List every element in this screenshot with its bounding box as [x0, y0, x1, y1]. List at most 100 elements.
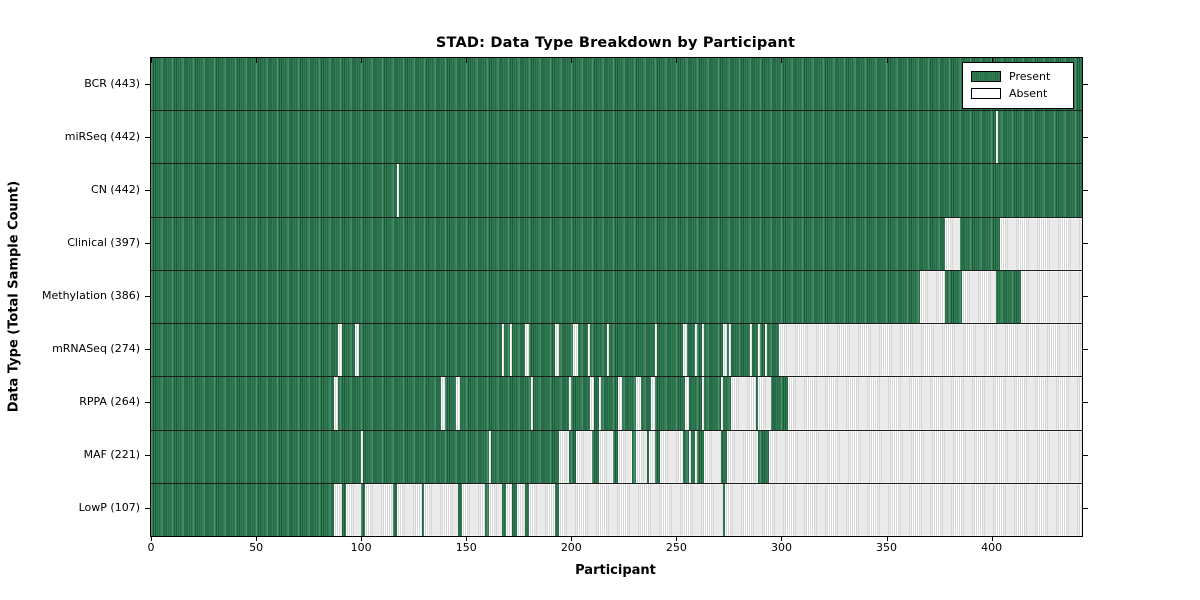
x-tick-label: 150	[455, 541, 477, 554]
absent-block	[701, 324, 704, 377]
x-tick-mark	[571, 536, 573, 541]
absent-block	[787, 377, 1082, 430]
absent-block	[758, 377, 771, 430]
absent-block	[920, 270, 946, 324]
y-tick-mark	[1083, 242, 1088, 244]
x-tick-mark	[676, 536, 678, 541]
absent-block	[525, 324, 530, 377]
x-tick-mark	[991, 58, 993, 63]
absent-block	[724, 483, 1082, 536]
absent-block	[1021, 270, 1082, 324]
absent-block	[617, 377, 622, 430]
x-tick-mark	[886, 536, 888, 541]
absent-block	[962, 270, 996, 324]
x-tick-mark	[256, 536, 258, 541]
y-tick-mark	[1083, 508, 1088, 510]
legend-label-present: Present	[1009, 70, 1051, 83]
x-tick-mark	[466, 536, 468, 541]
x-tick-label: 400	[981, 541, 1003, 554]
row-BCR	[151, 58, 1082, 111]
x-tick-mark	[151, 58, 152, 63]
legend-entry-absent: Absent	[971, 85, 1065, 102]
x-tick-mark	[781, 58, 783, 63]
absent-block	[701, 377, 704, 430]
absent-block	[558, 430, 570, 483]
absent-block	[728, 324, 732, 377]
absent-block	[396, 483, 423, 536]
absent-block	[441, 377, 446, 430]
x-tick-mark	[991, 536, 993, 541]
absent-block	[346, 483, 362, 536]
absent-block	[768, 430, 1082, 483]
present-swatch-icon	[971, 71, 1001, 82]
absent-block	[1000, 217, 1082, 270]
absent-block	[333, 377, 339, 430]
y-tick-mark	[145, 83, 150, 85]
x-tick-mark	[466, 58, 468, 63]
absent-block	[764, 324, 767, 377]
absent-block	[682, 324, 687, 377]
row-miRSeq	[151, 110, 1082, 164]
absent-block	[354, 324, 360, 377]
row-LowP	[151, 482, 1082, 536]
y-tick-mark	[145, 455, 150, 457]
x-tick-mark	[256, 58, 258, 63]
absent-block	[649, 430, 656, 483]
x-tick-mark	[361, 536, 363, 541]
absent-block	[489, 430, 492, 483]
row-RPPA	[151, 376, 1082, 430]
absent-block	[554, 324, 559, 377]
x-tick-label: 0	[147, 541, 155, 554]
legend-entry-present: Present	[971, 68, 1065, 85]
x-tick-label: 350	[876, 541, 898, 554]
row-mRNASeq	[151, 323, 1082, 377]
y-tick-mark	[145, 508, 150, 510]
absent-block	[506, 483, 513, 536]
absent-block	[573, 324, 578, 377]
absent-block	[575, 430, 593, 483]
absent-block	[703, 430, 721, 483]
row-Methylation	[151, 269, 1082, 324]
absent-block	[695, 430, 698, 483]
absent-block	[749, 324, 753, 377]
absent-block	[758, 324, 761, 377]
y-tick-label-mRNASeq: mRNASeq (274)	[52, 342, 140, 356]
absent-block	[636, 377, 641, 430]
absent-block	[995, 111, 998, 164]
y-tick-mark	[145, 402, 150, 404]
legend-label-absent: Absent	[1009, 87, 1048, 100]
absent-block	[598, 377, 601, 430]
absent-block	[531, 377, 534, 430]
x-tick-mark	[151, 536, 152, 541]
y-tick-mark	[1083, 189, 1088, 191]
row-Clinical	[151, 216, 1082, 270]
absent-block	[361, 430, 364, 483]
absent-block	[659, 430, 683, 483]
absent-block	[338, 324, 343, 377]
absent-block	[695, 324, 698, 377]
absent-block	[945, 217, 961, 270]
absent-block	[569, 377, 572, 430]
absent-block	[636, 430, 647, 483]
y-tick-mark	[1083, 455, 1088, 457]
y-tick-mark	[145, 189, 150, 191]
y-tick-label-CN: CN (442)	[91, 182, 140, 196]
x-tick-mark	[571, 58, 573, 63]
y-tick-mark	[1083, 83, 1088, 85]
row-CN	[151, 163, 1082, 217]
y-tick-mark	[1083, 402, 1088, 404]
absent-block	[396, 164, 399, 217]
legend: Present Absent	[962, 62, 1074, 109]
absent-block	[558, 483, 723, 536]
absent-block	[689, 430, 692, 483]
absent-block	[655, 324, 658, 377]
absent-block	[365, 483, 393, 536]
x-tick-mark	[781, 536, 783, 541]
y-tick-mark	[145, 296, 150, 297]
absent-block	[720, 377, 723, 430]
absent-block	[590, 377, 595, 430]
absent-block	[516, 483, 526, 536]
absent-block	[731, 377, 757, 430]
x-tick-mark	[886, 58, 888, 63]
y-tick-mark	[1083, 296, 1088, 297]
